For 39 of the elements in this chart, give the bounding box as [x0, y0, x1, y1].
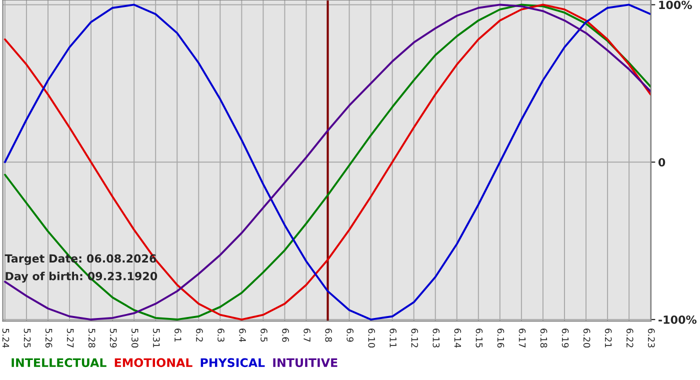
- text: INTELLECTUAL: [12, 358, 106, 368]
- text: INTUITIVE: [273, 358, 338, 368]
- y-tick-label: 100%: [659, 0, 692, 10]
- y-tick-label: -100%: [658, 316, 697, 324]
- x-tick-label: 6.15: [476, 328, 483, 348]
- x-tick-label: 5.25: [24, 328, 31, 348]
- x-tick-label: 6.11: [390, 328, 397, 348]
- x-tick-label: 6.20: [583, 328, 590, 348]
- x-tick-label: 6.7: [304, 328, 310, 342]
- x-tick-label: 6.19: [562, 328, 569, 348]
- x-tick-label: 5.26: [45, 328, 52, 348]
- line-series: [4, 4, 651, 320]
- x-tick-label: 5.27: [66, 328, 74, 348]
- x-tick-label: 5.29: [110, 328, 117, 348]
- x-tick-label: 6.17: [518, 328, 526, 348]
- x-tick-label: 6.1: [174, 328, 182, 342]
- text: PHYSICAL: [200, 358, 265, 368]
- text: EMOTIONAL: [114, 358, 192, 368]
- x-tick-label: 6.4: [239, 328, 246, 342]
- x-tick-label: 5.24: [2, 328, 10, 348]
- x-tick-label: 6.14: [454, 328, 462, 348]
- x-tick-label: 6.12: [411, 328, 418, 348]
- x-tick-label: 6.18: [540, 328, 548, 348]
- x-tick-label: 6.23: [648, 328, 655, 348]
- x-tick-label: 6.22: [626, 328, 634, 348]
- x-tick-label: 6.21: [604, 328, 612, 348]
- x-tick-label: 5.30: [131, 328, 138, 348]
- x-tick-label: 6.5: [260, 328, 268, 342]
- x-tick-label: 5.28: [88, 328, 96, 348]
- x-tick-label: 6.6: [282, 328, 289, 342]
- x-tick-label: 6.2: [196, 328, 203, 342]
- x-tick-label: 6.10: [368, 328, 376, 348]
- x-tick-label: 6.8: [325, 328, 332, 342]
- x-tick-label: 6.13: [432, 328, 440, 348]
- x-tick-label: 5.31: [152, 328, 160, 348]
- x-tick-label: 6.16: [497, 328, 504, 348]
- x-tick-label: 6.9: [346, 328, 354, 342]
- x-tick-label: 6.3: [218, 328, 224, 342]
- y-tick-label: 0: [658, 158, 666, 167]
